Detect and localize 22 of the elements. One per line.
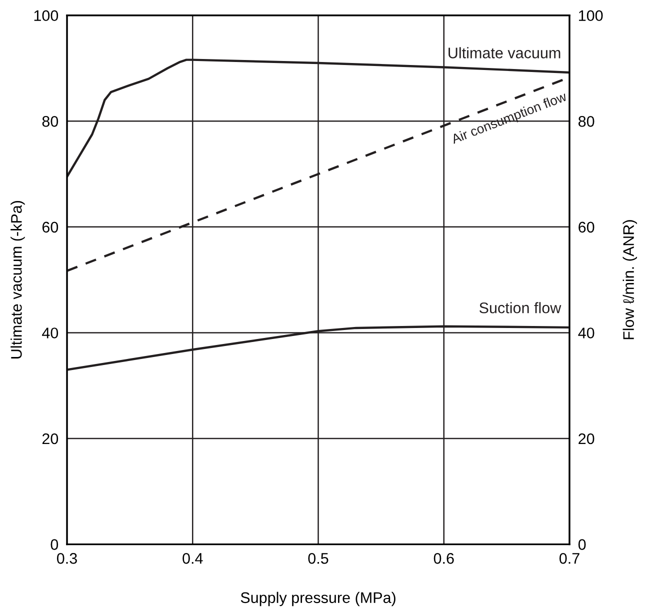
y2-tick-label: 80 xyxy=(578,116,594,127)
y-tick-label: 40 xyxy=(42,328,58,338)
series-label: Suction flow xyxy=(479,302,562,314)
x-tick-label: 0.4 xyxy=(182,553,203,564)
y-tick-label: 0 xyxy=(50,539,58,550)
x-tick-label: 0.6 xyxy=(434,553,454,564)
y-tick-label: 80 xyxy=(42,116,58,127)
x-axis-title: Supply pressure (MPa) xyxy=(240,592,396,606)
y2-tick-label: 20 xyxy=(578,433,594,444)
y-tick-label: 60 xyxy=(42,222,58,233)
x-tick-label: 0.5 xyxy=(308,553,328,564)
y-axis-title: Ultimate vacuum (-kPa) xyxy=(10,200,25,358)
x-tick-label: 0.7 xyxy=(559,553,580,564)
y2-tick-label: 0 xyxy=(578,539,586,550)
y2-axis-title: Flow ℓ/min. (ANR) xyxy=(622,220,637,340)
y2-tick-label: 100 xyxy=(579,10,603,22)
y2-tick-label: 40 xyxy=(578,328,594,338)
y2-tick-label: 60 xyxy=(578,222,594,233)
x-tick-label: 0.3 xyxy=(56,553,77,564)
y-tick-label: 20 xyxy=(42,433,58,444)
series-label: Ultimate vacuum xyxy=(448,47,560,58)
y-tick-label: 100 xyxy=(34,10,58,22)
